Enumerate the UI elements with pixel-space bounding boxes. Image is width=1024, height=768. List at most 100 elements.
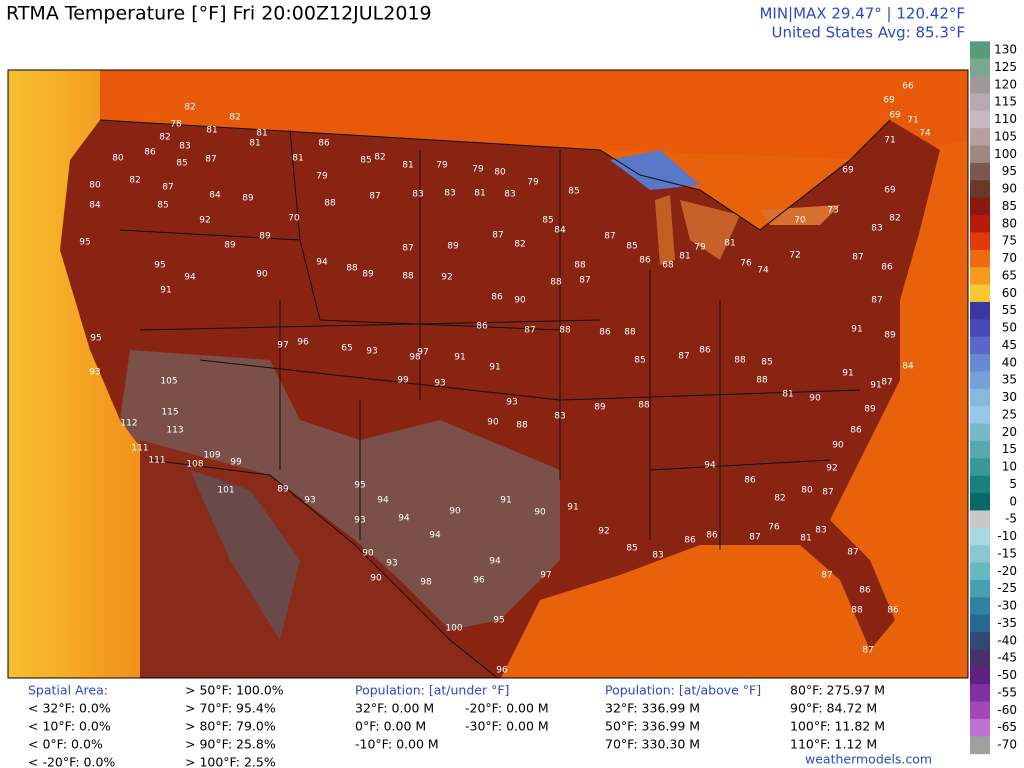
station-value: 89 [447,242,459,252]
station-value: 86 [144,148,156,158]
stat-line: > 70°F: 95.4% [185,701,276,716]
colorbar-label: 30 [1002,390,1017,404]
station-value: 112 [120,419,137,429]
colorbar-label: -5 [1005,512,1017,526]
colorbar-segment [970,76,990,94]
stat-line: 100°F: 11.82 M [790,719,885,734]
colorbar-segment [970,180,990,199]
station-value: 105 [160,377,177,387]
station-value: 91 [870,381,881,391]
station-value: 90 [362,549,374,559]
colorbar-segment [970,110,990,129]
station-value: 86 [850,426,862,436]
station-value: 84 [89,201,101,211]
station-value: 98 [409,353,421,363]
stat-line: 70°F: 330.30 M [605,737,700,752]
station-value: 91 [160,286,171,296]
station-value: 81 [474,189,485,199]
credit: weathermodels.com [805,752,932,767]
colorbar-segment [970,93,990,112]
station-value: 71 [884,136,895,146]
colorbar-segment [970,510,990,529]
colorbar-label: 130 [994,43,1017,57]
station-value: 115 [161,408,178,418]
station-value: 80 [112,154,124,164]
station-value: 86 [881,263,893,273]
colorbar-label: 110 [994,112,1017,126]
station-value: 90 [534,508,546,518]
station-value: 93 [304,496,315,506]
colorbar-segment [970,718,990,737]
station-value: 87 [852,253,863,263]
station-value: 91 [851,325,862,335]
station-value: 79 [436,161,448,171]
station-value: 85 [761,358,772,368]
stat-line: < -20°F: 0.0% [28,755,115,768]
station-value: 94 [429,531,441,541]
colorbar-segment [970,145,990,164]
station-value: 88 [402,272,414,282]
station-value: 78 [170,120,182,130]
station-value: 93 [89,368,100,378]
colorbar-segment [970,336,990,355]
station-value: 74 [757,266,769,276]
station-value: 69 [884,186,896,196]
station-value: 89 [277,485,289,495]
station-value: 92 [441,273,452,283]
station-value: 90 [449,507,461,517]
station-value: 87 [162,183,173,193]
station-value: 90 [487,418,499,428]
station-value: 93 [434,379,445,389]
station-value: 73 [827,206,838,216]
colorbar-segment [970,562,990,581]
station-value: 92 [199,216,210,226]
station-value: 81 [402,161,413,171]
station-value: 91 [454,353,465,363]
colorbar-segment [970,666,990,685]
colorbar-segment [970,162,990,181]
station-value: 86 [706,531,718,541]
station-value: 83 [412,190,423,200]
colorbar-segment [970,58,990,77]
stat-line: 50°F: 336.99 M [605,719,700,734]
colorbar-segment [970,215,990,233]
colorbar-label: 70 [1002,251,1017,265]
station-value: 95 [493,616,504,626]
station-value: 87 [822,488,833,498]
colorbar-label: 65 [1002,268,1017,282]
station-value: 95 [90,334,101,344]
station-value: 90 [832,441,844,451]
station-value: 79 [316,172,328,182]
station-value: 83 [652,551,663,561]
station-value: 82 [129,176,140,186]
colorbar-label: -65 [997,720,1017,734]
colorbar-label: -15 [997,546,1017,560]
station-value: 87 [579,276,590,286]
station-value: 70 [288,214,300,224]
colorbar-label: 15 [1002,442,1017,456]
colorbar-label: 25 [1002,407,1017,421]
station-value: 83 [444,189,455,199]
section-title: Population: [at/under °F] [355,683,509,698]
stat-line: > 90°F: 25.8% [185,737,276,752]
station-value: 100 [445,624,462,634]
station-value: 81 [256,129,267,139]
station-value: 83 [179,142,190,152]
station-value: 70 [794,216,806,226]
colorbar-segment [970,701,990,720]
colorbar-label: -20 [997,564,1017,578]
station-value: 94 [398,514,410,524]
station-value: 89 [259,232,271,242]
station-value: 84 [554,226,566,236]
station-value: 88 [851,606,863,616]
colorbar-segment [970,284,990,303]
section-title: Population: [at/above °F] [605,683,761,698]
min-max: MIN|MAX 29.47° | 120.42°F [759,5,965,23]
station-value: 94 [489,557,501,567]
station-value: 87 [862,646,873,656]
colorbar-label: 125 [994,60,1017,74]
station-value: 69 [889,111,901,121]
station-value: 94 [316,258,328,268]
station-value: 83 [554,412,565,422]
station-value: 87 [749,533,760,543]
